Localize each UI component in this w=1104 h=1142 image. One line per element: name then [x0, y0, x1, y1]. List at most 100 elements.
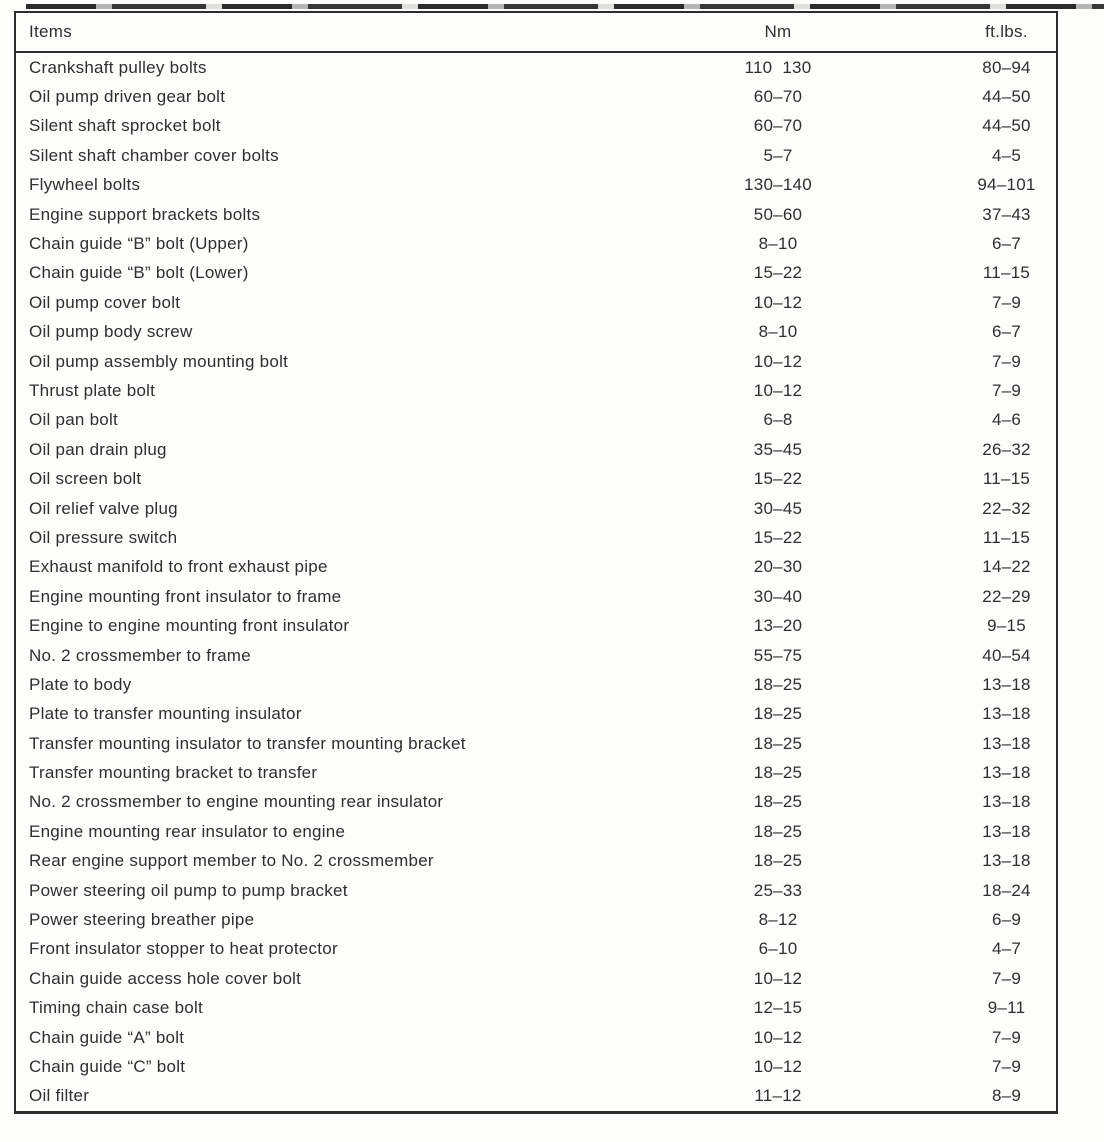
col-header-items: Items: [15, 12, 599, 53]
nm-cell: 5–7: [763, 145, 793, 165]
table-row: Chain guide “C” bolt 10–12 7–9: [15, 1052, 1057, 1081]
table-row: Engine to engine mounting front insulato…: [15, 611, 1057, 640]
table-row: Thrust plate bolt 10–12 7–9: [15, 376, 1057, 405]
nm-cell: 6–10: [758, 939, 798, 959]
item-cell: Rear engine support member to No. 2 cros…: [29, 851, 434, 871]
item-cell: Power steering oil pump to pump bracket: [29, 880, 348, 900]
ftlbs-cell: 80–94: [982, 57, 1031, 77]
nm-cell: 10–12: [753, 968, 803, 988]
ftlbs-cell: 13–18: [982, 821, 1031, 841]
ftlbs-cell: 8–9: [991, 1086, 1022, 1106]
col-header-nm: Nm: [599, 12, 957, 53]
table-row: Crankshaft pulley bolts 110 130 80–94: [15, 52, 1057, 82]
table-row: Oil screen bolt 15–22 11–15: [15, 464, 1057, 493]
item-cell: Silent shaft chamber cover bolts: [29, 145, 279, 165]
table-row: Power steering oil pump to pump bracket …: [15, 876, 1057, 905]
item-cell: Chain guide “A” bolt: [29, 1027, 185, 1047]
item-cell: Oil pump cover bolt: [29, 292, 181, 312]
item-cell: Chain guide “C” bolt: [29, 1056, 186, 1076]
ftlbs-cell: 13–18: [982, 763, 1031, 783]
nm-cell: 10–12: [753, 380, 803, 400]
nm-cell: 12–15: [753, 998, 803, 1018]
item-cell: Oil pump driven gear bolt: [29, 87, 226, 107]
ftlbs-cell: 13–18: [982, 792, 1031, 812]
item-cell: Flywheel bolts: [29, 175, 141, 195]
ftlbs-cell: 7–9: [991, 1027, 1022, 1047]
ftlbs-cell: 13–18: [982, 704, 1031, 724]
table-row: Plate to body 18–25 13–18: [15, 670, 1057, 699]
nm-cell: 15–22: [753, 263, 803, 283]
nm-cell: 30–45: [753, 498, 803, 518]
table-row: Front insulator stopper to heat protecto…: [15, 935, 1057, 964]
item-cell: No. 2 crossmember to frame: [29, 645, 251, 665]
table-row: Oil relief valve plug 30–45 22–32: [15, 494, 1057, 523]
ftlbs-cell: 7–9: [991, 351, 1022, 371]
table-row: Chain guide “B” bolt (Upper) 8–10 6–7: [15, 229, 1057, 258]
nm-cell: 130–140: [744, 175, 812, 195]
table-row: Chain guide “B” bolt (Lower) 15–22 11–15: [15, 259, 1057, 288]
nm-cell: 8–10: [758, 234, 798, 254]
item-cell: Front insulator stopper to heat protecto…: [29, 939, 338, 959]
nm-cell: 10–12: [753, 351, 803, 371]
item-cell: Engine to engine mounting front insulato…: [29, 616, 350, 636]
nm-cell: 8–12: [758, 910, 798, 930]
nm-cell: 18–25: [753, 674, 803, 694]
item-cell: Timing chain case bolt: [29, 998, 204, 1018]
ftlbs-cell: 44–50: [982, 87, 1031, 107]
nm-cell: 20–30: [753, 557, 803, 577]
nm-cell: 50–60: [753, 204, 803, 224]
ftlbs-cell: 4–7: [991, 939, 1022, 959]
nm-cell: 30–40: [753, 586, 803, 606]
nm-cell: 8–10: [758, 322, 798, 342]
table-row: Silent shaft sprocket bolt 60–70 44–50: [15, 112, 1057, 141]
nm-cell: 18–25: [753, 851, 803, 871]
item-cell: Transfer mounting bracket to transfer: [29, 763, 318, 783]
item-cell: Silent shaft sprocket bolt: [29, 116, 221, 136]
nm-cell: 15–22: [753, 527, 803, 547]
ftlbs-cell: 37–43: [982, 204, 1031, 224]
item-cell: Engine mounting rear insulator to engine: [29, 821, 346, 841]
nm-cell: 13–20: [753, 616, 803, 636]
table-row: Flywheel bolts 130–140 94–101: [15, 171, 1057, 200]
ftlbs-cell: 40–54: [982, 645, 1031, 665]
table-row: Oil pan drain plug 35–45 26–32: [15, 435, 1057, 464]
ftlbs-cell: 4–6: [991, 410, 1022, 430]
nm-cell: 55–75: [753, 645, 803, 665]
table-row: Oil pump assembly mounting bolt 10–12 7–…: [15, 347, 1057, 376]
ftlbs-cell: 11–15: [982, 469, 1031, 489]
item-cell: Engine mounting front insulator to frame: [29, 586, 342, 606]
ftlbs-cell: 6–9: [991, 910, 1022, 930]
item-cell: Oil pan drain plug: [29, 439, 167, 459]
table-row: No. 2 crossmember to frame 55–75 40–54: [15, 641, 1057, 670]
table-row: Power steering breather pipe 8–12 6–9: [15, 905, 1057, 934]
table-row: Engine support brackets bolts 50–60 37–4…: [15, 200, 1057, 229]
item-cell: Plate to transfer mounting insulator: [29, 704, 302, 724]
ftlbs-cell: 22–29: [982, 586, 1031, 606]
table-row: Oil pump driven gear bolt 60–70 44–50: [15, 82, 1057, 111]
table-row: Oil filter 11–12 8–9: [15, 1082, 1057, 1113]
nm-cell: 10–12: [753, 1056, 803, 1076]
item-cell: Plate to body: [29, 674, 132, 694]
col-header-ftlbs: ft.lbs.: [957, 12, 1057, 53]
table-row: No. 2 crossmember to engine mounting rea…: [15, 788, 1057, 817]
nm-cell: 18–25: [753, 704, 803, 724]
item-cell: No. 2 crossmember to engine mounting rea…: [29, 792, 444, 812]
nm-cell: 11–12: [754, 1086, 802, 1106]
item-cell: Transfer mounting insulator to transfer …: [29, 733, 466, 753]
item-cell: Oil pressure switch: [29, 527, 178, 547]
ftlbs-cell: 94–101: [977, 175, 1036, 195]
ftlbs-cell: 13–18: [982, 851, 1031, 871]
item-cell: Oil pump assembly mounting bolt: [29, 351, 289, 371]
ftlbs-cell: 13–18: [982, 733, 1031, 753]
ftlbs-cell: 11–15: [982, 263, 1031, 283]
table-row: Silent shaft chamber cover bolts 5–7 4–5: [15, 141, 1057, 170]
table-row: Engine mounting front insulator to frame…: [15, 582, 1057, 611]
table-row: Oil pressure switch 15–22 11–15: [15, 523, 1057, 552]
table-row: Chain guide access hole cover bolt 10–12…: [15, 964, 1057, 993]
ftlbs-cell: 13–18: [982, 674, 1031, 694]
nm-cell: 10–12: [753, 292, 803, 312]
nm-cell: 60–70: [753, 87, 803, 107]
table-row: Chain guide “A” bolt 10–12 7–9: [15, 1023, 1057, 1052]
item-cell: Crankshaft pulley bolts: [29, 57, 207, 77]
